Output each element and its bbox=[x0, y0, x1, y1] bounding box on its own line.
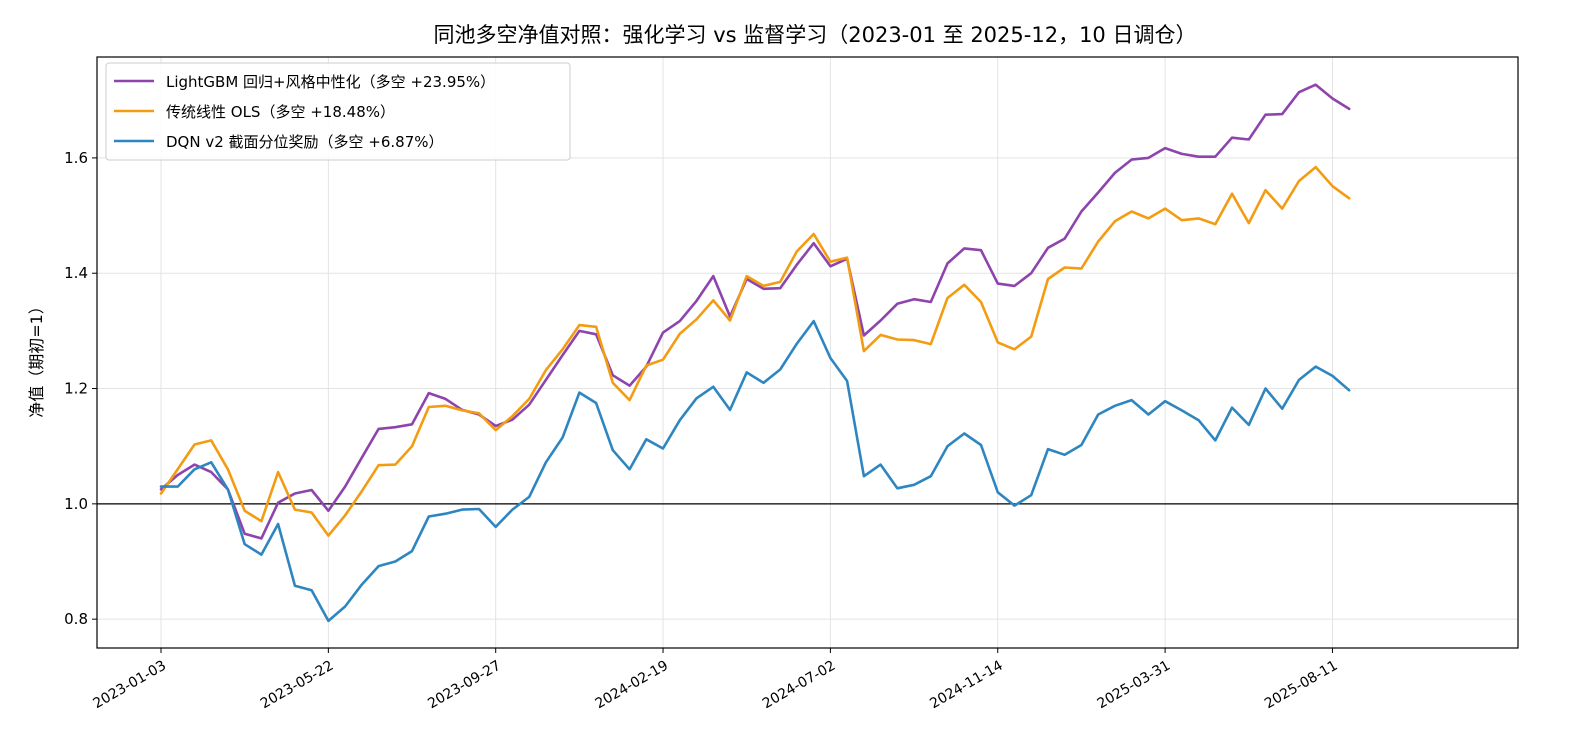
legend-label: LightGBM 回归+风格中性化（多空 +23.95%） bbox=[166, 73, 495, 91]
series-layer bbox=[159, 83, 1351, 623]
x-tick-label: 2023-09-27 bbox=[425, 658, 503, 713]
x-tick-label: 2023-05-22 bbox=[258, 658, 336, 713]
y-tick-label: 1.6 bbox=[64, 149, 88, 167]
chart-title: 同池多空净值对照：强化学习 vs 监督学习（2023-01 至 2025-12，… bbox=[434, 23, 1197, 47]
x-tick-label: 2024-02-19 bbox=[593, 658, 671, 713]
x-tick-label: 2023-01-03 bbox=[91, 658, 169, 713]
x-tick-label: 2024-07-02 bbox=[760, 658, 838, 713]
legend: LightGBM 回归+风格中性化（多空 +23.95%） 传统线性 OLS（多空… bbox=[105, 62, 571, 161]
y-tick-label: 1.4 bbox=[64, 264, 88, 282]
x-axis: 2023-01-03 2023-05-22 2023-09-27 2024-02-19… bbox=[91, 648, 1340, 713]
y-tick-label: 0.8 bbox=[64, 610, 88, 628]
x-tick-label: 2024-11-14 bbox=[927, 658, 1006, 713]
x-tick-label: 2025-08-11 bbox=[1262, 658, 1340, 713]
series-line-3 bbox=[159, 319, 1351, 623]
y-tick-label: 1.0 bbox=[64, 495, 88, 513]
y-axis: 0.8 1.0 1.2 1.4 1.6 bbox=[64, 149, 97, 628]
x-tick-label: 2025-03-31 bbox=[1095, 658, 1173, 713]
legend-box bbox=[105, 62, 571, 161]
y-tick-label: 1.2 bbox=[64, 380, 88, 398]
series-line-1 bbox=[159, 83, 1351, 540]
series-line-2 bbox=[159, 165, 1351, 537]
plot-frame bbox=[96, 56, 1519, 649]
legend-label: 传统线性 OLS（多空 +18.48%） bbox=[166, 103, 395, 121]
legend-label: DQN v2 截面分位奖励（多空 +6.87%） bbox=[166, 133, 444, 151]
y-axis-label: 净值（期初=1） bbox=[27, 298, 46, 418]
